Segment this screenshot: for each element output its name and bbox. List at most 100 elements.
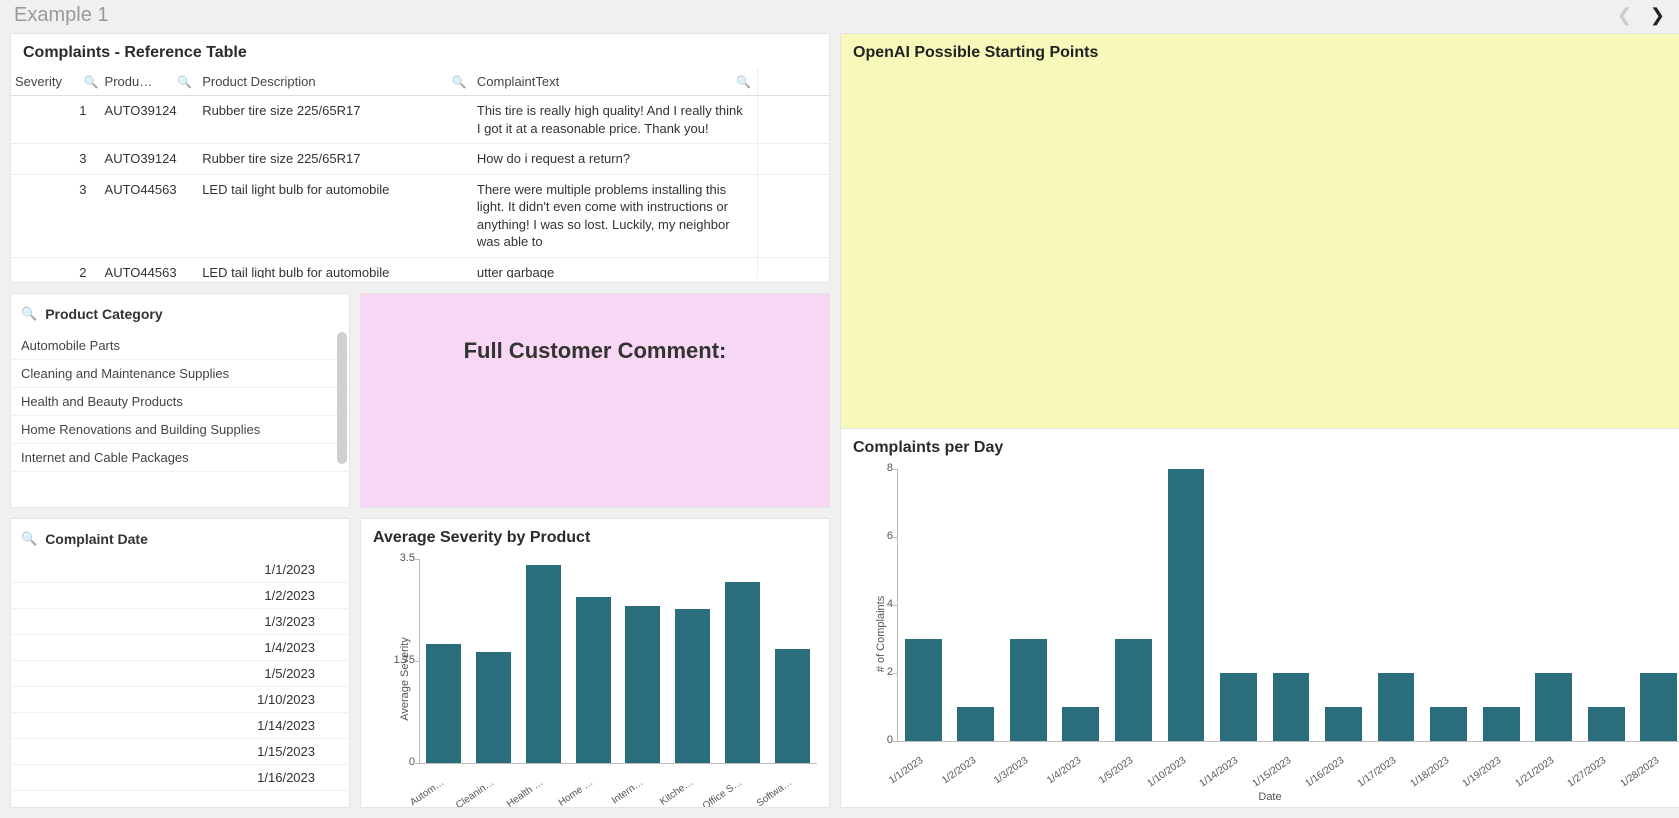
cell-product-description: Rubber tire size 225/65R17 (198, 96, 473, 144)
col-header-complaint-text-label: ComplaintText (477, 74, 559, 89)
chart-bar[interactable] (1115, 639, 1152, 741)
severity-chart-area: Average Severity 01.753.5Autom…Cleanin…H… (361, 553, 829, 805)
dashboard-grid: Complaints - Reference Table Severity 🔍 … (0, 33, 1679, 818)
chart-bar[interactable] (526, 565, 561, 763)
date-filter-item[interactable]: 1/4/2023 (11, 635, 349, 661)
chart-bar[interactable] (1010, 639, 1047, 741)
chart-bar[interactable] (625, 606, 660, 763)
title-bar: Example 1 ❮ ❯ (0, 0, 1679, 33)
page-title: Example 1 (14, 4, 109, 27)
openai-panel-title: OpenAI Possible Starting Points (841, 34, 1679, 68)
cell-severity: 3 (11, 144, 101, 175)
chart-bar[interactable] (1588, 707, 1625, 741)
x-tick-label: Softwa… (755, 777, 795, 808)
y-tick-label: 0 (887, 734, 893, 746)
date-filter-item[interactable]: 1/10/2023 (11, 687, 349, 713)
chart-bar[interactable] (1483, 707, 1520, 741)
chart-bar[interactable] (1430, 707, 1467, 741)
y-tick-mark (893, 537, 897, 538)
chart-bar[interactable] (905, 639, 942, 741)
chart-bar[interactable] (576, 597, 611, 763)
search-icon[interactable]: 🔍 (452, 75, 467, 89)
next-arrow-icon[interactable]: ❯ (1650, 5, 1665, 26)
complaints-per-day-chart-panel: Complaints per Day # of Complaints Date … (840, 428, 1679, 808)
chart-bar[interactable] (476, 652, 511, 763)
x-tick-label: 1/2/2023 (940, 755, 978, 786)
x-tick-label: 1/18/2023 (1408, 755, 1451, 790)
cell-product-id: AUTO39124 (101, 96, 199, 144)
table-row[interactable]: 3AUTO44563LED tail light bulb for automo… (11, 174, 829, 257)
day-chart-x-axis-label: Date (1258, 791, 1281, 803)
search-icon[interactable]: 🔍 (21, 531, 37, 547)
date-filter-item[interactable]: 1/2/2023 (11, 583, 349, 609)
x-tick-label: 1/15/2023 (1251, 755, 1294, 790)
search-icon[interactable]: 🔍 (21, 306, 37, 322)
search-icon[interactable]: 🔍 (177, 75, 192, 89)
x-tick-label: Intern… (610, 777, 645, 806)
category-filter-item[interactable]: Automobile Parts (11, 332, 349, 360)
x-tick-label: Kitche… (658, 777, 695, 808)
chart-bar[interactable] (1640, 673, 1677, 741)
table-row[interactable]: 3AUTO39124Rubber tire size 225/65R17How … (11, 144, 829, 175)
cell-product-description: LED tail light bulb for automobile (198, 257, 473, 278)
y-tick-label: 1.75 (394, 654, 415, 666)
reference-table-title: Complaints - Reference Table (11, 34, 829, 68)
chart-bar[interactable] (426, 644, 461, 763)
chart-bar[interactable] (957, 707, 994, 741)
date-filter-item[interactable]: 1/5/2023 (11, 661, 349, 687)
x-tick-label: 1/17/2023 (1356, 755, 1399, 790)
chart-bar[interactable] (775, 649, 810, 763)
date-filter-item[interactable]: 1/14/2023 (11, 713, 349, 739)
chart-bar[interactable] (675, 609, 710, 763)
category-filter-title: Product Category (45, 306, 162, 322)
category-filter-item[interactable]: Health and Beauty Products (11, 388, 349, 416)
col-header-severity-label: Severity (15, 74, 62, 89)
category-filter-item[interactable]: Home Renovations and Building Supplies (11, 416, 349, 444)
cell-spacer (758, 96, 829, 144)
date-filter-item[interactable]: 1/16/2023 (11, 765, 349, 791)
col-header-complaint-text[interactable]: ComplaintText 🔍 (473, 68, 758, 96)
col-header-product-description[interactable]: Product Description 🔍 (198, 68, 473, 96)
table-header-row: Severity 🔍 Produ… 🔍 Product Description … (11, 68, 829, 96)
search-icon[interactable]: 🔍 (736, 75, 751, 89)
search-icon[interactable]: 🔍 (84, 75, 99, 89)
category-filter-header: 🔍 Product Category (11, 294, 349, 332)
y-tick-mark (415, 763, 419, 764)
x-tick-label: 1/27/2023 (1566, 755, 1609, 790)
full-customer-comment-panel: Full Customer Comment: (360, 293, 830, 508)
product-category-filter-panel: 🔍 Product Category Automobile PartsClean… (10, 293, 350, 508)
cell-product-id: AUTO39124 (101, 144, 199, 175)
x-tick-label: 1/21/2023 (1513, 755, 1556, 790)
x-tick-label: 1/14/2023 (1198, 755, 1241, 790)
chart-bar[interactable] (1220, 673, 1257, 741)
cell-product-description: Rubber tire size 225/65R17 (198, 144, 473, 175)
chart-bar[interactable] (725, 582, 760, 763)
chart-bar[interactable] (1325, 707, 1362, 741)
table-row[interactable]: 2AUTO44563LED tail light bulb for automo… (11, 257, 829, 278)
prev-arrow-icon[interactable]: ❮ (1617, 5, 1632, 26)
date-filter-title: Complaint Date (45, 531, 148, 547)
x-tick-label: 1/3/2023 (992, 755, 1030, 786)
y-tick-label: 4 (887, 598, 893, 610)
y-tick-label: 0 (409, 756, 415, 768)
chart-bar[interactable] (1062, 707, 1099, 741)
y-tick-label: 2 (887, 666, 893, 678)
col-header-severity[interactable]: Severity 🔍 (11, 68, 101, 96)
x-tick-label: 1/16/2023 (1303, 755, 1346, 790)
chart-bar[interactable] (1378, 673, 1415, 741)
y-tick-mark (893, 673, 897, 674)
col-header-product-id[interactable]: Produ… 🔍 (101, 68, 199, 96)
average-severity-by-product-chart-panel: Average Severity by Product Average Seve… (360, 518, 830, 808)
date-filter-item[interactable]: 1/15/2023 (11, 739, 349, 765)
chart-bar[interactable] (1535, 673, 1572, 741)
chart-bar[interactable] (1273, 673, 1310, 741)
category-filter-item[interactable]: Internet and Cable Packages (11, 444, 349, 472)
table-row[interactable]: 1AUTO39124Rubber tire size 225/65R17This… (11, 96, 829, 144)
chart-bar[interactable] (1168, 469, 1205, 741)
scrollbar[interactable] (337, 332, 347, 464)
category-filter-item[interactable]: Cleaning and Maintenance Supplies (11, 360, 349, 388)
cell-complaint-text: This tire is really high quality! And I … (473, 96, 758, 144)
date-filter-item[interactable]: 1/1/2023 (11, 557, 349, 583)
severity-chart-y-axis-label: Average Severity (399, 637, 411, 721)
date-filter-item[interactable]: 1/3/2023 (11, 609, 349, 635)
